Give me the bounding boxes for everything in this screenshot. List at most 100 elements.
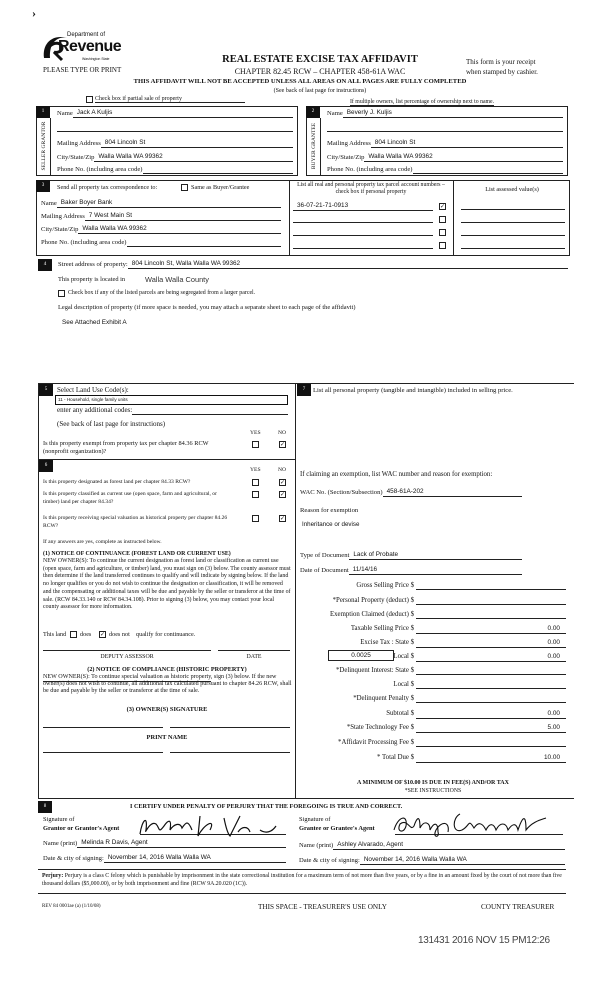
land-use-select[interactable]: 11 - Household, single family units xyxy=(55,395,288,405)
buyer-name-field-2[interactable] xyxy=(327,123,563,132)
parcel-number-field[interactable] xyxy=(293,227,433,236)
county-field[interactable]: Walla Walla County xyxy=(145,275,209,284)
fee-value[interactable] xyxy=(416,666,566,675)
correspondence-phone-field[interactable] xyxy=(126,238,281,247)
buyer-city-field[interactable]: Walla Walla WA 99362 xyxy=(364,152,563,162)
fee-value[interactable]: 0.00 xyxy=(416,624,566,634)
fee-value[interactable]: 10.00 xyxy=(416,753,566,763)
assessed-value-field[interactable] xyxy=(461,227,565,236)
notice1-title: (1) NOTICE OF CONTINUANCE (FOREST LAND O… xyxy=(43,551,231,557)
historical-no-checkbox[interactable]: ✓ xyxy=(279,515,286,522)
seller-phone-field[interactable] xyxy=(142,165,293,174)
fee-value[interactable] xyxy=(416,596,566,605)
owner-signature-line-2[interactable] xyxy=(170,727,290,728)
fee-value[interactable]: 0.00 xyxy=(416,638,566,648)
grantor-date-field[interactable]: November 14, 2016 Walla Walla WA xyxy=(103,853,286,863)
fee-value[interactable]: 5.00 xyxy=(416,723,566,733)
correspondence-city-field[interactable]: Walla Walla WA 99362 xyxy=(78,224,281,234)
mailing-label: Mailing Address xyxy=(57,140,101,147)
forest-no-checkbox[interactable]: ✓ xyxy=(279,479,286,486)
correspondence-name-field[interactable]: Baker Boyer Bank xyxy=(56,198,281,208)
phone-label: Phone No. (including area code) xyxy=(57,166,143,173)
parcel-row xyxy=(293,240,433,249)
current-use-yes-checkbox[interactable] xyxy=(252,491,259,498)
current-use-no-checkbox[interactable]: ✓ xyxy=(279,491,286,498)
fee-value[interactable] xyxy=(416,610,566,619)
fee-value[interactable] xyxy=(416,581,566,590)
seller-mailing-field[interactable]: 804 Lincoln St xyxy=(100,138,293,148)
parcel-number-field[interactable] xyxy=(293,240,433,249)
fee-row: * Total Due $10.00 xyxy=(296,753,566,763)
no-header: NO xyxy=(278,430,287,436)
historical-yes-checkbox[interactable] xyxy=(252,515,259,522)
print-name-line-2[interactable] xyxy=(170,752,290,753)
grantor-signature xyxy=(139,815,277,838)
personal-property-checkbox[interactable] xyxy=(439,229,446,236)
segregated-checkbox[interactable] xyxy=(58,290,65,297)
fee-label: *Delinquent Penalty $ xyxy=(353,695,414,702)
seller-name-field-2[interactable] xyxy=(57,123,293,132)
buyer-mailing-field[interactable]: 804 Lincoln St xyxy=(370,138,563,148)
see-back: (See back of last page for instructions) xyxy=(273,88,367,94)
grantor-name-field[interactable]: Melinda R Davis, Agent xyxy=(77,838,286,848)
fee-row: *Affidavit Processing Fee $ xyxy=(296,738,566,747)
seller-grantor-label: SELLER GRANTOR xyxy=(41,121,47,171)
assessed-value-field[interactable] xyxy=(461,201,565,210)
local-rate-field[interactable]: 0.0025 xyxy=(328,650,394,661)
logo-swoosh-icon xyxy=(43,36,67,62)
doc-date-field[interactable]: 11/14/16 xyxy=(348,565,522,575)
wac-field[interactable]: 458-61A-202 xyxy=(382,487,522,497)
name-print-label: Name (print) xyxy=(299,842,334,849)
doc-type-field[interactable]: Lack of Probate xyxy=(349,550,522,560)
correspondence-mailing-field[interactable]: 7 West Main St xyxy=(84,211,281,221)
county-treasurer-label: COUNTY TREASURER xyxy=(481,903,555,911)
reason-field[interactable]: Inheritance or devise xyxy=(302,521,360,528)
date-line[interactable] xyxy=(218,650,290,651)
street-address-field[interactable]: 804 Lincoln St, Walla Walla WA 99362 xyxy=(127,259,568,269)
grantee-signature-line[interactable] xyxy=(395,834,563,835)
historical-question: Is this property receiving special valua… xyxy=(43,515,228,530)
parcel-number-field[interactable] xyxy=(293,214,433,223)
same-as-buyer-checkbox[interactable] xyxy=(181,184,188,191)
legal-description-field[interactable]: See Attached Exhibit A xyxy=(62,319,127,326)
fee-value[interactable]: 0.00 xyxy=(416,709,566,719)
partial-sale-checkbox[interactable] xyxy=(86,96,93,103)
forest-yes-checkbox[interactable] xyxy=(252,479,259,486)
personal-property-checkbox[interactable] xyxy=(439,216,446,223)
deputy-assessor-line[interactable] xyxy=(43,650,211,651)
additional-codes-label: enter any additional codes: xyxy=(57,406,133,414)
current-use-question: Is this property classified as current u… xyxy=(43,491,217,506)
fee-value[interactable] xyxy=(416,738,566,747)
grantee-date-field[interactable]: November 14, 2016 Walla Walla WA xyxy=(359,855,565,865)
partial-sale-label: Check box if partial sale of property xyxy=(95,96,245,103)
fee-value[interactable] xyxy=(416,694,566,703)
fee-value[interactable]: 0.00 xyxy=(416,652,566,662)
owner-signature-label: (3) OWNER(S) SIGNATURE xyxy=(126,706,208,713)
additional-codes-field[interactable] xyxy=(132,406,288,415)
owner-signature-line-1[interactable] xyxy=(43,727,163,728)
assessed-value-field[interactable] xyxy=(461,214,565,223)
exempt-no-checkbox[interactable]: ✓ xyxy=(279,441,286,448)
forest-question: Is this property designated as forest la… xyxy=(43,479,191,485)
does-checkbox[interactable] xyxy=(70,631,77,638)
exempt-yes-checkbox[interactable] xyxy=(252,441,259,448)
does-not-checkbox[interactable]: ✓ xyxy=(99,631,106,638)
buyer-phone-field[interactable] xyxy=(412,165,563,174)
personal-property-checkbox[interactable]: ✓ xyxy=(439,203,446,210)
print-name-line-1[interactable] xyxy=(43,752,163,753)
personal-property-checkbox[interactable] xyxy=(439,242,446,249)
fee-label: Exemption Claimed (deduct) $ xyxy=(330,611,414,618)
grantor-signature-line[interactable] xyxy=(140,834,286,835)
seller-city-field[interactable]: Walla Walla WA 99362 xyxy=(94,152,293,162)
form-warning: THIS AFFIDAVIT WILL NOT BE ACCEPTED UNLE… xyxy=(133,78,467,85)
parcel-number-field[interactable]: 36-07-21-71-0913 xyxy=(293,201,433,211)
fee-value[interactable] xyxy=(416,680,566,689)
print-name-label: PRINT NAME xyxy=(146,734,188,741)
seller-name-field[interactable]: Jack A Kuljis xyxy=(72,108,293,118)
name-label: Name xyxy=(327,110,343,117)
assessed-value-field[interactable] xyxy=(461,240,565,249)
buyer-name-field[interactable]: Beverly J. Kuljis xyxy=(342,108,563,118)
this-land-label: This land xyxy=(43,631,67,638)
grantee-name-field[interactable]: Ashley Alvarado, Agent xyxy=(333,840,565,850)
grantee-signature xyxy=(393,813,547,837)
